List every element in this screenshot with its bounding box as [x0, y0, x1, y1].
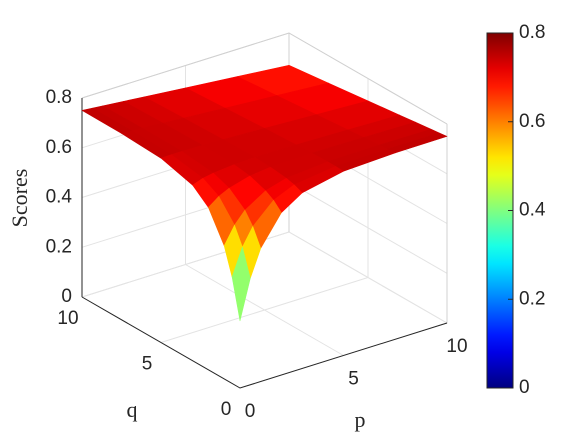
y-axis-label: q	[127, 397, 138, 422]
y-tick-label: 5	[142, 354, 153, 375]
colorbar-tick-label: 0.6	[519, 111, 545, 132]
axis-line	[81, 296, 448, 389]
surface-patch	[231, 246, 251, 322]
z-tick-label: 0.4	[46, 187, 73, 208]
colorbar-tick-label: 0.8	[519, 22, 545, 43]
x-axis-label: p	[355, 407, 366, 432]
colorbar-tick-label: 0.2	[519, 288, 545, 309]
z-tick-label: 0.6	[46, 137, 72, 158]
z-tick-label: 0.2	[46, 236, 72, 257]
x-tick-label: 5	[348, 369, 359, 390]
x-tick-label: 10	[446, 336, 467, 357]
colorbar-tick-label: 0	[519, 377, 530, 398]
y-tick-label: 10	[57, 308, 78, 329]
z-tick-label: 0	[61, 286, 72, 307]
z-axis-label: Scores	[7, 169, 32, 228]
x-tick-label: 0	[245, 401, 256, 422]
surface	[81, 65, 448, 322]
y-tick-label: 0	[221, 399, 232, 420]
colorbar-tick-label: 0.4	[519, 200, 546, 221]
z-tick-label: 0.8	[46, 87, 72, 108]
